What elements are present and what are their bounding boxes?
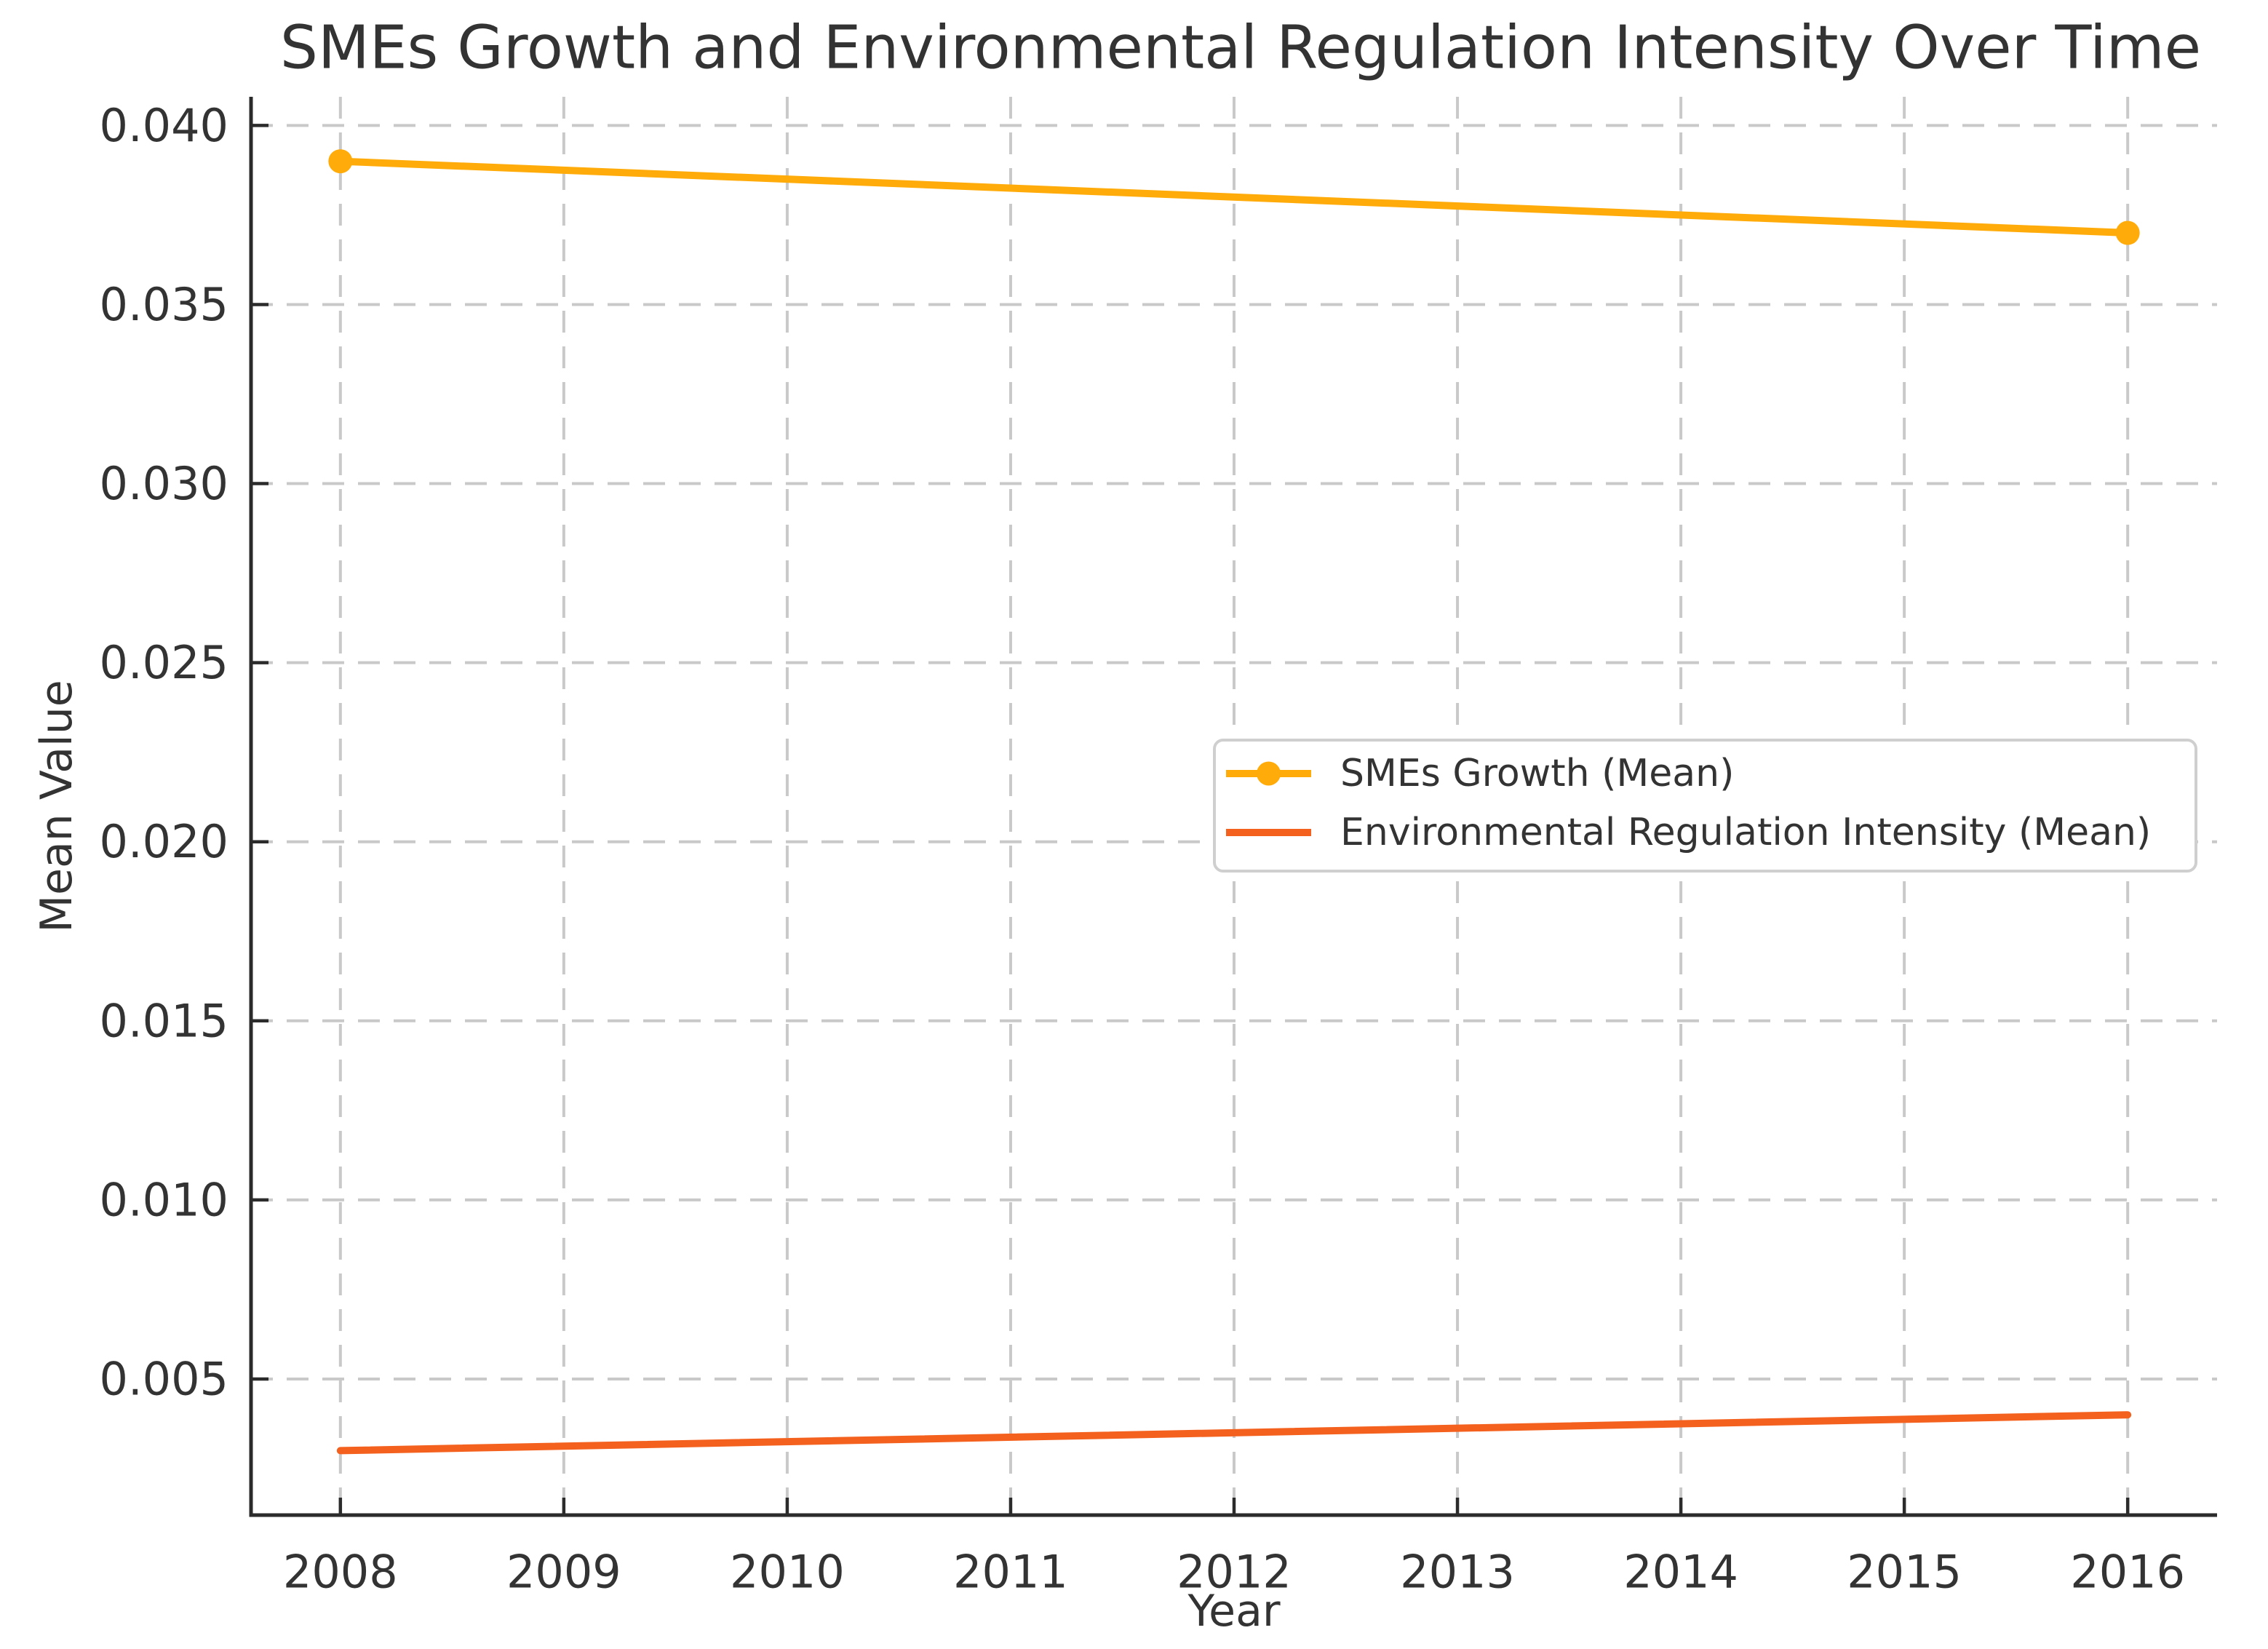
y-tick-label: 0.040: [100, 99, 229, 152]
y-tick-label: 0.010: [100, 1173, 229, 1226]
legend-label: Environmental Regulation Intensity (Mean…: [1340, 811, 2151, 854]
x-tick-label: 2010: [730, 1546, 845, 1599]
legend: SMEs Growth (Mean) Environmental Regulati…: [1213, 739, 2197, 873]
x-tick-label: 2015: [1847, 1546, 1962, 1599]
y-tick-label: 0.035: [100, 278, 229, 331]
data-point-marker: [328, 149, 353, 174]
x-tick-label: 2008: [283, 1546, 398, 1599]
x-axis-label: Year: [1187, 1586, 1280, 1637]
y-tick-label: 0.025: [100, 636, 229, 689]
series-line: [336, 157, 2132, 237]
series-line: [336, 1411, 2132, 1455]
x-tick-label: 2014: [1623, 1546, 1738, 1599]
legend-label: SMEs Growth (Mean): [1340, 752, 1734, 795]
series-layer: [328, 149, 2140, 1455]
x-tick-label: 2016: [2070, 1546, 2185, 1599]
x-tick-label: 2011: [953, 1546, 1068, 1599]
y-tick-label: 0.020: [100, 815, 229, 868]
y-tick-label: 0.015: [100, 994, 229, 1047]
legend-entry: SMEs Growth (Mean): [1226, 752, 1734, 795]
data-point-marker: [2115, 220, 2140, 245]
axes-layer: 2008 2009 2010 2011 2012 2013 2014 2015 2016 0.00…: [100, 97, 2217, 1599]
y-axis-label: Mean Value: [31, 680, 82, 932]
legend-entry: Environmental Regulation Intensity (Mean…: [1226, 811, 2151, 854]
y-tick-label: 0.030: [100, 457, 229, 510]
x-tick-label: 2009: [506, 1546, 621, 1599]
legend-sample-marker: [1257, 761, 1281, 786]
x-tick-label: 2012: [1177, 1546, 1292, 1599]
legend-box: [1213, 739, 2197, 873]
y-tick-label: 0.005: [100, 1352, 229, 1405]
chart-title: SMEs Growth and Environmental Regulation…: [280, 14, 2201, 83]
x-tick-label: 2013: [1400, 1546, 1515, 1599]
